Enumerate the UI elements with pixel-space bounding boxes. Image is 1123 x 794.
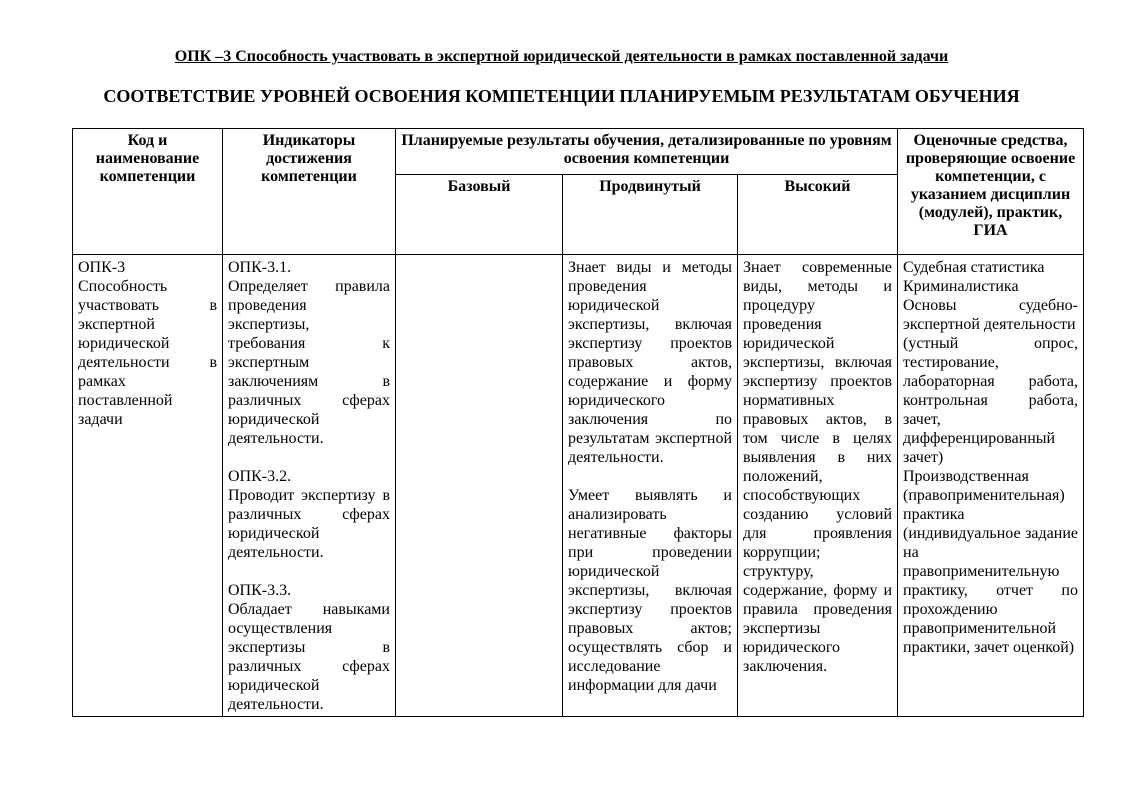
cell-indicators: ОПК-3.1. Определяет правила проведения эк… bbox=[222, 254, 396, 717]
cell-paragraph: (устный опрос, тестирование, лабораторна… bbox=[903, 335, 1078, 466]
cell-paragraph: Судебная статистика bbox=[903, 259, 1045, 276]
cell-paragraph: Основы судебно-экспертной деятельности bbox=[903, 297, 1078, 333]
competency-title: ОПК –3 Способность участвовать в эксперт… bbox=[174, 48, 949, 65]
cell-paragraph: (индивидуальное задание на правоприменит… bbox=[903, 525, 1078, 656]
cell-paragraph: ОПК-3.2. bbox=[228, 468, 292, 485]
cell-paragraph: Умеет выявлять и анализировать негативны… bbox=[568, 487, 732, 694]
header-row-levels: Базовый Продвинутый Высокий bbox=[73, 174, 1084, 255]
cell-paragraph: Знает виды и методы проведения юридическ… bbox=[568, 259, 732, 466]
cell-level-basic bbox=[395, 254, 563, 717]
cell-assessment-tools: Судебная статистика Криминалистика Основы … bbox=[897, 254, 1084, 717]
header-col-indicators: Индикаторы достижения компетенции bbox=[222, 128, 396, 255]
header-col-results-group: Планируемые результаты обучения, детализ… bbox=[395, 128, 898, 175]
cell-paragraph bbox=[228, 448, 390, 467]
competency-table: Код и наименование компетенции Индикатор… bbox=[72, 128, 1084, 717]
header-level-advanced: Продвинутый bbox=[562, 174, 738, 255]
cell-paragraph: Способность участвовать в экспертной юри… bbox=[78, 278, 217, 428]
header-col-assessment: Оценочные средства, проверяющие освоение… bbox=[897, 128, 1084, 255]
cell-paragraph: Знает современные виды, методы и процеду… bbox=[743, 259, 892, 675]
cell-paragraph: ОПК-3.1. bbox=[228, 259, 292, 276]
cell-paragraph: Криминалистика bbox=[903, 278, 1019, 295]
header-row-top: Код и наименование компетенции Индикатор… bbox=[72, 128, 1084, 255]
cell-paragraph bbox=[568, 467, 732, 486]
cell-paragraph: Определяет правила проведения экспертизы… bbox=[228, 278, 390, 447]
header-col-code: Код и наименование компетенции bbox=[72, 128, 223, 255]
cell-paragraph: Производственная (правоприменительная) п… bbox=[903, 468, 1065, 523]
competency-row: ОПК-3 Способность участвовать в экспертно… bbox=[72, 254, 1084, 717]
cell-competency-code: ОПК-3 Способность участвовать в экспертно… bbox=[72, 254, 223, 717]
cell-paragraph bbox=[228, 562, 390, 581]
cell-level-advanced: Знает виды и методы проведения юридическ… bbox=[562, 254, 738, 717]
section-title: СООТВЕТСТВИЕ УРОВНЕЙ ОСВОЕНИЯ КОМПЕТЕНЦИ… bbox=[103, 86, 1020, 106]
header-level-high: Высокий bbox=[737, 174, 898, 255]
cell-paragraph: Обладает навыками осуществления эксперти… bbox=[228, 601, 390, 713]
cell-level-high: Знает современные виды, методы и процеду… bbox=[737, 254, 898, 717]
cell-paragraph: Проводит экспертизу в различных сферах ю… bbox=[228, 487, 390, 561]
header-level-basic: Базовый bbox=[395, 174, 563, 255]
cell-paragraph: ОПК-3.3. bbox=[228, 582, 292, 599]
cell-paragraph: ОПК-3 bbox=[78, 259, 126, 276]
